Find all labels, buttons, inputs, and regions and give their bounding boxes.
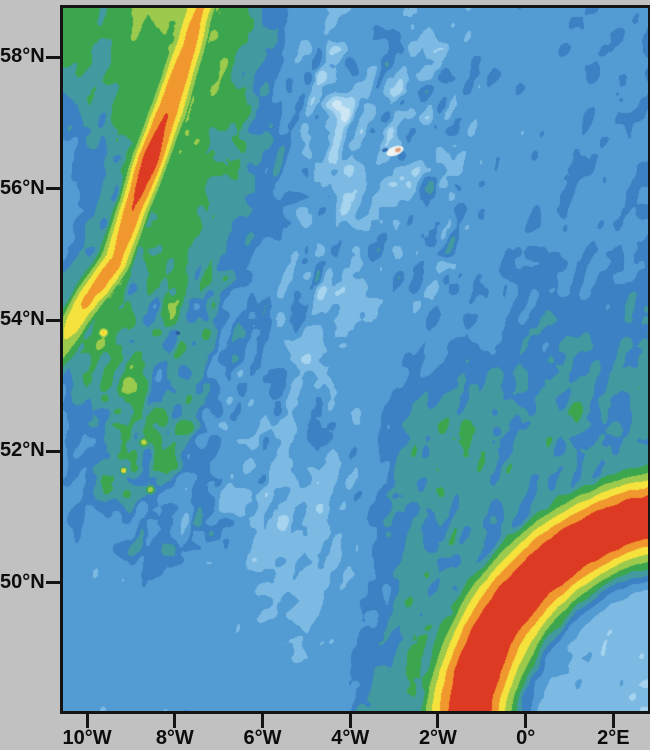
lat-tick — [46, 449, 61, 453]
lat-tick-label: 56°N — [0, 176, 45, 199]
lon-tick-label: 8°W — [155, 727, 194, 749]
lat-tick — [46, 318, 61, 322]
lon-tick — [611, 714, 615, 728]
lon-tick — [436, 714, 440, 728]
lon-tick-label: 2°W — [418, 727, 457, 749]
lon-tick-label: 4°W — [331, 727, 370, 749]
contour-map-canvas — [63, 8, 648, 711]
lon-tick-label: 10°W — [62, 727, 112, 749]
lat-tick-label: 54°N — [0, 308, 45, 331]
lat-tick-label: 58°N — [0, 45, 45, 68]
lon-tick — [348, 714, 352, 728]
lat-tick — [46, 581, 61, 585]
map-frame — [60, 5, 650, 714]
lon-tick — [261, 714, 265, 728]
lat-tick — [46, 55, 61, 59]
lon-tick-label: 0° — [516, 727, 536, 749]
lat-tick-label: 52°N — [0, 439, 45, 462]
lon-tick — [524, 714, 528, 728]
lat-tick — [46, 187, 61, 191]
lon-tick-label: 2°E — [597, 727, 630, 749]
lon-tick — [173, 714, 177, 728]
lat-tick-label: 50°N — [0, 570, 45, 593]
lon-tick-label: 6°W — [243, 727, 282, 749]
lon-tick — [85, 714, 89, 728]
